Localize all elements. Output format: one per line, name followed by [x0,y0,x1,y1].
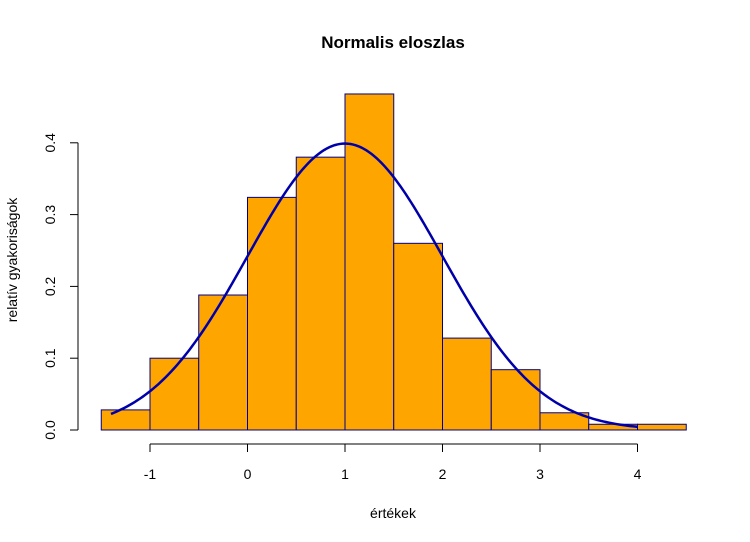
x-tick-label-1: 0 [244,466,252,482]
histogram-bar-11 [637,423,687,431]
histogram-bar-3 [247,196,297,431]
y-tick-label-2: 0.2 [42,276,58,296]
x-tick-label-0: -1 [144,466,157,482]
histogram-bar-2 [198,294,248,431]
histogram-bar-5 [344,93,395,431]
histogram-bars [100,93,687,431]
y-tick-label-1: 0.1 [42,348,58,368]
y-axis: 0.0 0.1 0.2 0.3 0.4 [42,133,79,440]
x-axis-label: értékek [370,505,417,521]
chart-title: Normalis eloszlas [321,33,465,52]
normal-density-curve [110,142,638,429]
histogram-bar-4 [295,156,346,431]
histogram-bar-0 [100,409,151,431]
histogram-bar-1 [149,357,200,431]
histogram-bar-7 [442,337,492,431]
x-tick-label-4: 3 [536,466,544,482]
histogram-bar-6 [393,242,443,431]
y-tick-label-3: 0.3 [42,205,58,225]
x-tick-label-3: 2 [439,466,447,482]
x-tick-label-2: 1 [341,466,349,482]
x-axis: -1 0 1 2 3 4 [144,443,642,482]
y-axis-label: relatív gyakoriságok [4,197,20,323]
x-tick-label-5: 4 [634,466,642,482]
y-tick-label-0: 0.0 [42,420,58,440]
histogram-bar-9 [539,412,590,431]
histogram-bar-8 [490,369,541,431]
y-tick-label-4: 0.4 [42,133,58,153]
